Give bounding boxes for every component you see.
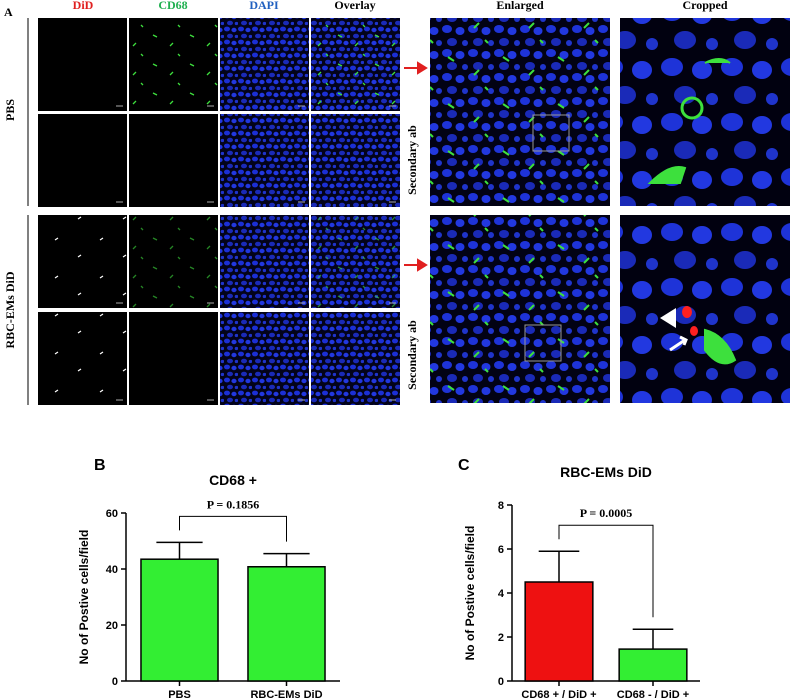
red-arrow [404,61,428,75]
bar [247,566,326,682]
micrograph [38,114,127,207]
micrograph [311,312,400,405]
column-header: CD68 [158,0,187,12]
column-header: Enlarged [496,0,544,12]
chart-title: CD68 + [209,472,257,488]
column-header: Overlay [334,0,375,12]
secondary-label: Secondary ab [405,125,419,195]
cd68-stain [311,18,400,111]
y-tick-label: 20 [106,620,118,632]
p-value: P = 0.1856 [207,497,260,511]
cd68-cell [647,58,731,184]
micrograph-cropped [620,18,790,206]
p-value: P = 0.0005 [580,506,633,520]
did-particle [682,306,692,318]
zoom-box [524,324,562,362]
x-tick-label: CD68 - / DiD + [617,689,689,700]
chart-title: RBC-EMs DiD [560,464,652,480]
significance-bracket [558,524,654,618]
did-stain [38,215,127,308]
micrograph [129,312,218,405]
cd68-cell [704,328,737,365]
panel-label: A [4,5,13,19]
column-header: DiD [73,0,94,12]
micrograph [311,114,400,207]
arrow [669,335,688,352]
micrograph [220,215,309,308]
row-label: PBS [3,99,17,121]
bar [140,558,219,682]
x-tick-label: PBS [168,689,191,700]
column-header: Cropped [682,0,727,12]
micrograph [220,312,309,405]
y-tick-label: 8 [498,500,504,512]
y-tick-label: 0 [112,676,118,688]
cd68-ring [680,96,704,120]
y-axis-label: No of Postive cells/field [463,526,477,661]
significance-bracket [179,515,287,542]
did-stain [38,312,127,405]
y-tick-label: 2 [498,632,504,644]
column-header: DAPI [249,0,279,12]
y-axis-label: No of Postive cells/field [77,530,91,665]
micrograph [38,18,127,111]
cd68-stain [129,215,218,308]
x-tick-label: CD68 + / DiD + [521,689,596,700]
cd68-stain [311,215,400,308]
panel-label: B [94,457,106,474]
row-label: RBC-EMs DiD [3,271,17,348]
micrograph-cropped [620,215,790,403]
bar [524,581,594,682]
secondary-label: Secondary ab [405,320,419,390]
y-tick-label: 6 [498,544,504,556]
micrograph [129,114,218,207]
micrograph [220,114,309,207]
y-tick-label: 40 [106,564,118,576]
y-tick-label: 60 [106,508,118,520]
y-tick-label: 4 [498,588,505,600]
cd68-stain [430,18,610,206]
x-tick-label: RBC-EMs DiD [250,689,322,700]
micrograph [220,18,309,111]
red-arrow [404,258,428,272]
arrowhead [660,308,676,328]
cd68-stain [430,215,610,403]
did-particle [690,326,698,336]
y-tick-label: 0 [498,676,504,688]
panel-label: C [458,457,470,474]
cd68-stain [129,18,218,111]
bar [618,648,688,682]
zoom-box [532,114,570,152]
